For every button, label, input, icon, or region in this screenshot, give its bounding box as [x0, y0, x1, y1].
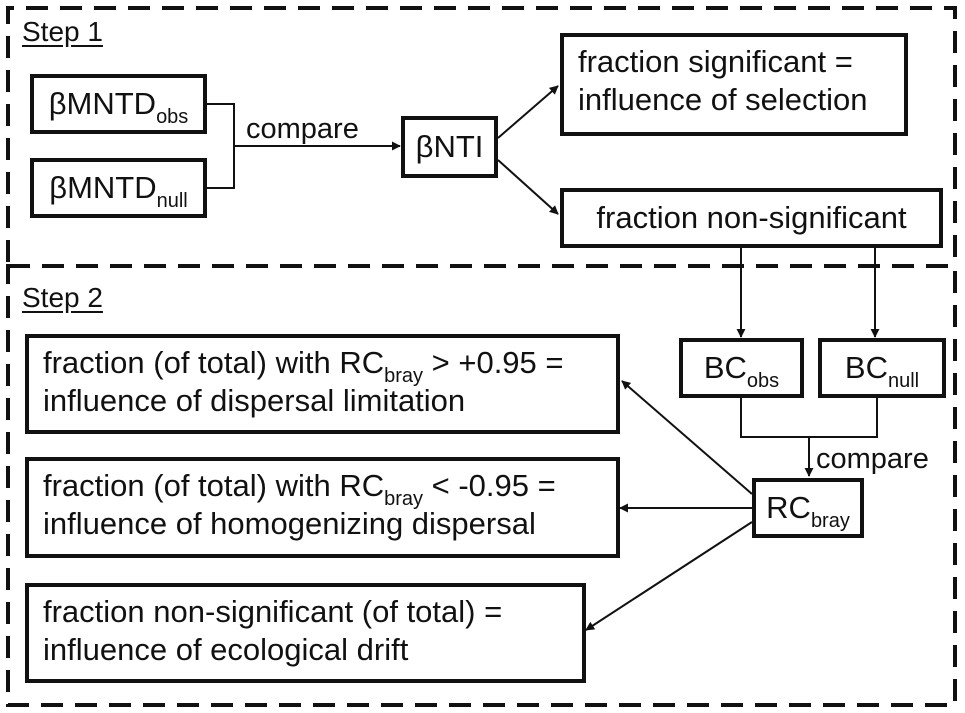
mntd-merge-connector: [207, 103, 235, 189]
bc-obs-box: BCobs: [679, 338, 804, 398]
selection-line-1: fraction significant =: [578, 44, 853, 79]
mntd-obs-box: βMNTDobs: [30, 74, 207, 134]
bnti-text: βNTI: [415, 129, 484, 164]
bc-merge-connector: [740, 398, 878, 438]
arrow-to-significant: [497, 85, 559, 139]
non-significant-box: fraction non-significant: [560, 188, 943, 248]
bnti-box: βNTI: [401, 116, 498, 178]
arrow-to-non-significant: [497, 159, 559, 215]
homogenizing-line-2: influence of homogenizing dispersal: [43, 506, 536, 541]
mntd-null-box: βMNTDnull: [30, 158, 207, 218]
homogenizing-line-1: fraction (of total) with RCbray < -0.95 …: [43, 468, 556, 510]
rc-bray-text: RCbray: [766, 490, 850, 532]
selection-box: fraction significant = influence of sele…: [560, 33, 908, 136]
rc-bray-box: RCbray: [752, 478, 864, 538]
dispersal-limitation-box: fraction (of total) with RCbray > +0.95 …: [25, 334, 620, 434]
compare-label-1: compare: [246, 113, 359, 145]
bc-obs-text: BCobs: [703, 350, 780, 392]
compare-label-2: compare: [816, 443, 929, 475]
arrow-to-dispersal-limitation: [621, 380, 753, 495]
selection-line-2: influence of selection: [578, 82, 868, 117]
step1-label: Step 1: [22, 16, 103, 47]
step2-label: Step 2: [22, 282, 103, 313]
drift-box: fraction non-significant (of total) = in…: [25, 583, 586, 683]
mntd-null-text: βMNTDnull: [49, 170, 188, 212]
drift-line-2: influence of ecological drift: [43, 632, 409, 667]
dispersal-limitation-line-2: influence of dispersal limitation: [43, 383, 466, 418]
mntd-obs-text: βMNTDobs: [48, 86, 189, 128]
homogenizing-box: fraction (of total) with RCbray < -0.95 …: [25, 457, 620, 558]
dispersal-limitation-line-1: fraction (of total) with RCbray > +0.95 …: [43, 345, 564, 387]
drift-line-1: fraction non-significant (of total) =: [43, 594, 503, 629]
bc-null-text: BCnull: [844, 350, 920, 392]
non-significant-text: fraction non-significant: [596, 200, 907, 235]
step1-frame: [6, 6, 957, 262]
arrow-to-drift: [585, 521, 753, 631]
bc-null-box: BCnull: [818, 338, 946, 398]
step2-frame: [6, 264, 957, 707]
